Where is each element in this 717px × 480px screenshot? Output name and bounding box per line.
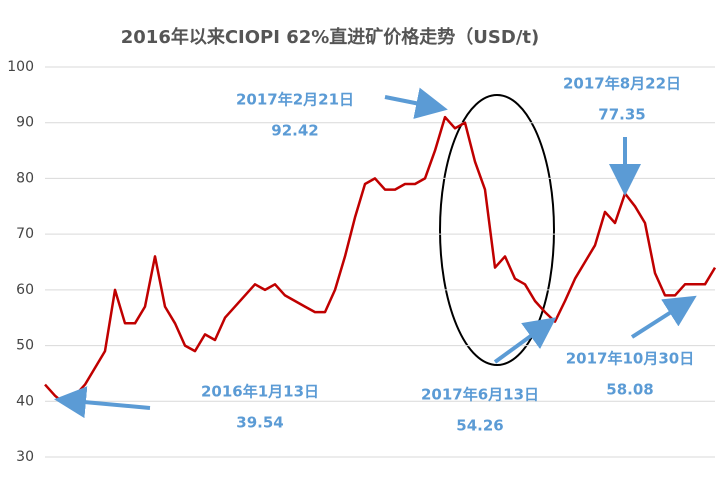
annotation-label: 2016年1月13日 xyxy=(201,383,319,401)
price-line xyxy=(44,115,717,406)
annotation-arrow xyxy=(54,386,151,419)
annotation-label: 2017年10月30日 xyxy=(566,350,695,368)
annotation-arrow xyxy=(384,87,448,119)
annotation-label: 2017年8月22日 xyxy=(563,75,681,93)
chart-title: 2016年以来CIOPI 62%直进矿价格走势（USD/t) xyxy=(121,26,539,48)
y-tick-label: 50 xyxy=(16,338,34,354)
annotation-label: 2017年6月13日 xyxy=(421,386,539,404)
y-tick-label: 30 xyxy=(16,449,34,465)
y-tick-label: 60 xyxy=(16,282,34,298)
y-tick-label: 100 xyxy=(7,59,34,75)
y-tick-label: 70 xyxy=(16,226,34,242)
y-tick-label: 90 xyxy=(16,115,34,131)
annotation-value: 92.42 xyxy=(271,122,318,140)
annotation-value: 58.08 xyxy=(606,381,653,399)
y-tick-label: 40 xyxy=(16,393,34,409)
annotation-arrow xyxy=(493,317,557,364)
annotation-value: 39.54 xyxy=(236,414,283,432)
annotation-arrow xyxy=(630,295,697,339)
highlight-ellipse xyxy=(439,94,555,366)
y-tick-label: 80 xyxy=(16,170,34,186)
annotation-value: 54.26 xyxy=(456,417,503,435)
annotation-label: 2017年2月21日 xyxy=(236,91,354,109)
annotation-value: 77.35 xyxy=(598,106,645,124)
